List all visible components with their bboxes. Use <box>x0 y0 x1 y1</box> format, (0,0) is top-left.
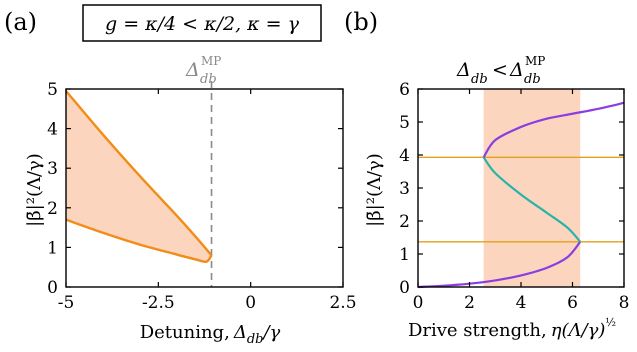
svg-text:db: db <box>200 72 217 87</box>
panel-a-chart: Δ db MP |β̄|²(Λ/γ) Detuning, Δdb/γ -5 -2.5… <box>24 54 357 347</box>
panel-b-series-lower-stable <box>417 241 582 289</box>
svg-text:|β̄|²(Λ/γ): |β̄|²(Λ/γ) <box>24 153 45 227</box>
panel-a-xtick-label: -2.5 <box>142 293 175 313</box>
svg-text:MP: MP <box>201 54 221 68</box>
panel-a-series-upper <box>65 90 213 257</box>
svg-text:|β̄|²(Λ/γ): |β̄|²(Λ/γ) <box>364 153 385 227</box>
panel-b-ylabel: |β̄|²(Λ/γ) <box>364 153 385 227</box>
panel-a-ylabel: |β̄|²(Λ/γ) <box>24 153 45 227</box>
panel-b-xtick-label: 2 <box>464 293 475 313</box>
panel-b-plot-area <box>417 88 625 289</box>
panel-a-frame <box>65 88 344 288</box>
formula-text: g = κ/4 < κ/2, κ = γ <box>105 13 300 35</box>
panel-a-xlabel: Detuning, Δdb/γ <box>140 322 281 347</box>
panel-a-xtick-label: 0 <box>245 293 256 313</box>
formula-box <box>82 4 322 42</box>
panel-b-xlabel: Drive strength, η(Λ/γ)½ <box>408 316 616 341</box>
panel-b-ytick-label: 5 <box>399 113 410 133</box>
panel-a-label: (a) <box>4 8 37 36</box>
panel-b-chart: Δ db < Δ db MP |β̄|²(Λ/γ) Drive strength… <box>364 54 629 341</box>
panel-a-ytick-label: 0 <box>47 278 58 298</box>
panel-a-ytick-label: 1 <box>47 238 58 258</box>
panel-b-xtick-label: 4 <box>516 293 527 313</box>
panel-b-xtick-label: 8 <box>619 293 630 313</box>
panel-b-ytick-label: 6 <box>399 80 410 100</box>
panel-b-ytick-label: 2 <box>399 212 410 232</box>
panel-b-xtick-label: 0 <box>413 293 424 313</box>
panel-b-ytick-label: 0 <box>399 278 410 298</box>
svg-text:Δ: Δ <box>456 59 471 81</box>
panel-b-label: (b) <box>344 8 378 36</box>
panel-a-plot-area <box>65 81 344 288</box>
svg-text:Δ: Δ <box>185 59 200 81</box>
panel-b-tick-labels: 0 2 4 6 8 0 1 2 3 4 5 6 <box>399 80 629 313</box>
panel-a-xtick-label: -5 <box>58 293 75 313</box>
svg-text:db: db <box>471 72 488 87</box>
svg-text:<: < <box>492 59 508 81</box>
panel-a-ytick-label: 2 <box>47 199 58 219</box>
panel-b-xtick-label: 6 <box>567 293 578 313</box>
svg-text:Δ: Δ <box>509 59 524 81</box>
panel-b-series-upper-stable <box>482 101 625 158</box>
panel-b-ytick-label: 1 <box>399 245 410 265</box>
panel-a-ytick-label: 5 <box>47 80 58 100</box>
panel-b-ytick-label: 3 <box>399 179 410 199</box>
panel-b-ytick-label: 4 <box>399 146 410 166</box>
panel-a-series-lower <box>65 218 213 263</box>
panel-b-title: Δ db < Δ db MP <box>456 54 545 87</box>
svg-text:MP: MP <box>525 54 545 68</box>
panel-a-tick-labels: -5 -2.5 0 2.5 0 1 2 3 4 5 <box>47 80 356 313</box>
panel-a-ytick-label: 3 <box>47 159 58 179</box>
panel-a-xtick-label: 2.5 <box>329 293 356 313</box>
panel-b-series-unstable <box>482 156 582 243</box>
panel-a-ytick-label: 4 <box>47 120 58 140</box>
panel-a-vline-label: Δ db MP <box>185 54 221 87</box>
svg-text:db: db <box>524 72 541 87</box>
